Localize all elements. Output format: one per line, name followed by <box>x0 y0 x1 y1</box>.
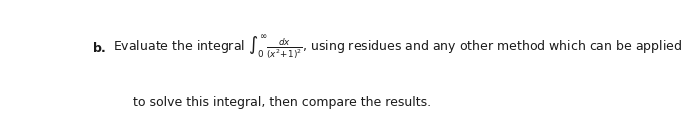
Text: $\mathbf{b.}$: $\mathbf{b.}$ <box>92 40 106 54</box>
Text: to solve this integral, then compare the results.: to solve this integral, then compare the… <box>133 96 431 109</box>
Text: Evaluate the integral $\int_0^{\infty} \frac{dx}{(x^2\!+\!1)^2}$, using residues: Evaluate the integral $\int_0^{\infty} \… <box>113 34 682 62</box>
